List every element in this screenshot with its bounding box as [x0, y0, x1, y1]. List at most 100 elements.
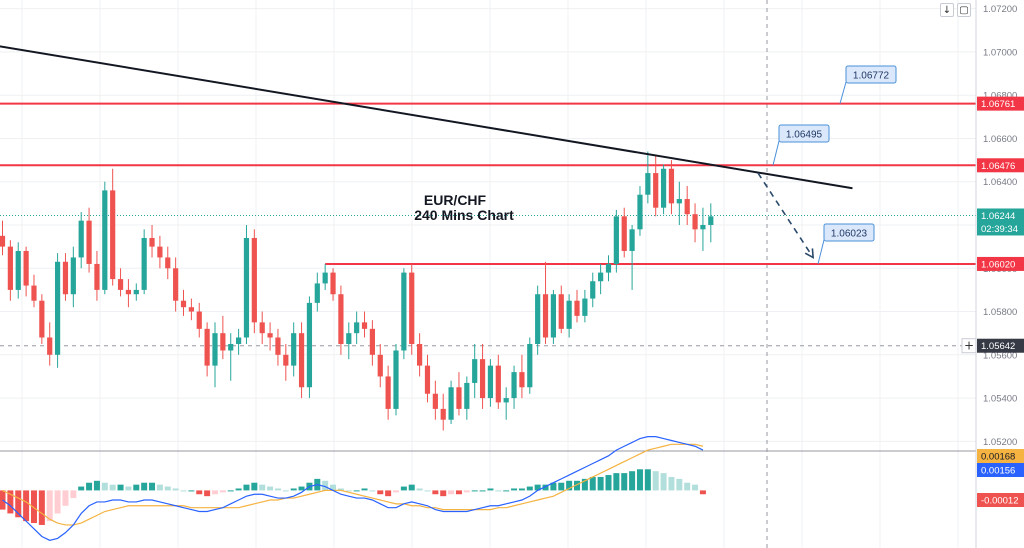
price-tick-label: 1.06800 [983, 91, 1017, 102]
histogram-bar [251, 482, 258, 491]
candle-body [173, 268, 179, 301]
candle-body [629, 229, 635, 251]
candle-body [464, 382, 470, 409]
fullscreen-icon[interactable]: ▢ [957, 3, 971, 17]
candle-body [448, 387, 454, 420]
candle-body [0, 235, 6, 247]
histogram-bar [676, 478, 683, 491]
callout-box [823, 223, 875, 242]
callout-label: 1.06772 [853, 71, 890, 82]
plus-icon[interactable]: + [964, 339, 974, 353]
histogram-bar [133, 484, 140, 491]
candle-body [314, 283, 320, 303]
histogram-bar [558, 482, 565, 491]
candle-body [479, 359, 486, 399]
histogram-bar [385, 490, 392, 497]
callout-box [845, 65, 897, 84]
candle-body [558, 294, 564, 329]
axis-badge-bg [977, 158, 1024, 173]
axis-badge-bg [977, 449, 1024, 463]
histogram-bar [196, 490, 203, 495]
histogram-bar [629, 471, 636, 491]
candle-body [78, 220, 84, 258]
indicator-value-label: 0.00168 [981, 452, 1015, 463]
histogram-bar [188, 490, 195, 492]
macd-line [2, 436, 704, 541]
level-price-badge: 1.06476 [977, 158, 1024, 173]
indicator-value-label: -0.00012 [981, 496, 1019, 507]
histogram-bar [93, 480, 100, 491]
histogram-bar [7, 490, 14, 514]
axis-badge-bg [977, 463, 1024, 477]
histogram-bar [455, 490, 462, 495]
candle-body [133, 289, 139, 295]
candle-body [346, 333, 352, 344]
candle-body [566, 300, 572, 329]
histogram-bar [684, 482, 691, 491]
callout-label: 1.06023 [831, 229, 868, 240]
histogram-bar [471, 490, 478, 492]
histogram-bar [526, 486, 533, 491]
candle-body [653, 173, 659, 208]
histogram-bar [432, 490, 439, 495]
candle-body [157, 246, 163, 258]
histogram-bar [274, 488, 281, 491]
candle-body [306, 302, 313, 388]
histogram-bar [699, 490, 706, 495]
histogram-bar [330, 484, 337, 491]
histogram-bar [400, 486, 407, 491]
candle-body [283, 354, 289, 366]
candle-body [338, 294, 344, 344]
last-price-badge: 1.06244 02:39:34 [977, 208, 1024, 236]
histogram-bar [518, 488, 525, 491]
candle-body [535, 294, 541, 344]
candle-body [275, 337, 281, 355]
price-tick-label: 1.06600 [983, 134, 1017, 145]
histogram-bar [46, 490, 53, 522]
histogram-bar [164, 486, 171, 491]
histogram-bar [337, 488, 344, 491]
histogram-bar [282, 490, 289, 492]
candle-body [354, 322, 360, 334]
candle-body [259, 322, 265, 334]
histogram-bar [597, 476, 604, 491]
candle-body [267, 333, 273, 338]
histogram-bar [125, 486, 132, 491]
histogram-bar [290, 488, 297, 491]
histogram-bar [589, 476, 596, 491]
histogram-bar [495, 490, 502, 492]
candle-body [613, 216, 619, 264]
histogram-bar [652, 471, 659, 491]
histogram-bar [172, 488, 179, 491]
histogram-bar [566, 480, 573, 491]
indicator-value-label: 0.00156 [981, 466, 1015, 477]
callout-label: 1.06495 [786, 130, 823, 141]
macd-histogram [0, 469, 706, 525]
histogram-bar [574, 480, 581, 491]
axis-badge-label: 1.06476 [981, 161, 1015, 172]
candle-body [23, 250, 29, 286]
histogram-bar [30, 490, 37, 524]
candle-body [47, 337, 53, 355]
histogram-bar [204, 490, 211, 497]
candle-body [236, 337, 242, 344]
last-price-label: 1.06244 [981, 211, 1015, 222]
histogram-bar [219, 490, 226, 493]
candle-body [590, 281, 596, 299]
candle-body [243, 237, 250, 338]
price-tick-label: 1.06400 [983, 177, 1017, 188]
candle-body [31, 285, 37, 301]
histogram-bar [393, 490, 399, 493]
candle-body [86, 220, 92, 264]
callout-leader [817, 239, 825, 265]
histogram-bar [235, 488, 242, 491]
arrow-down-icon[interactable]: ↓ [940, 3, 954, 17]
histogram-bar [211, 490, 218, 495]
histogram-bar [503, 490, 510, 492]
candle-body [94, 263, 100, 290]
histogram-bar [322, 480, 329, 491]
candle-body [660, 168, 667, 208]
candle-body [228, 343, 234, 351]
signal-line [2, 443, 704, 526]
candle-body [385, 376, 391, 409]
